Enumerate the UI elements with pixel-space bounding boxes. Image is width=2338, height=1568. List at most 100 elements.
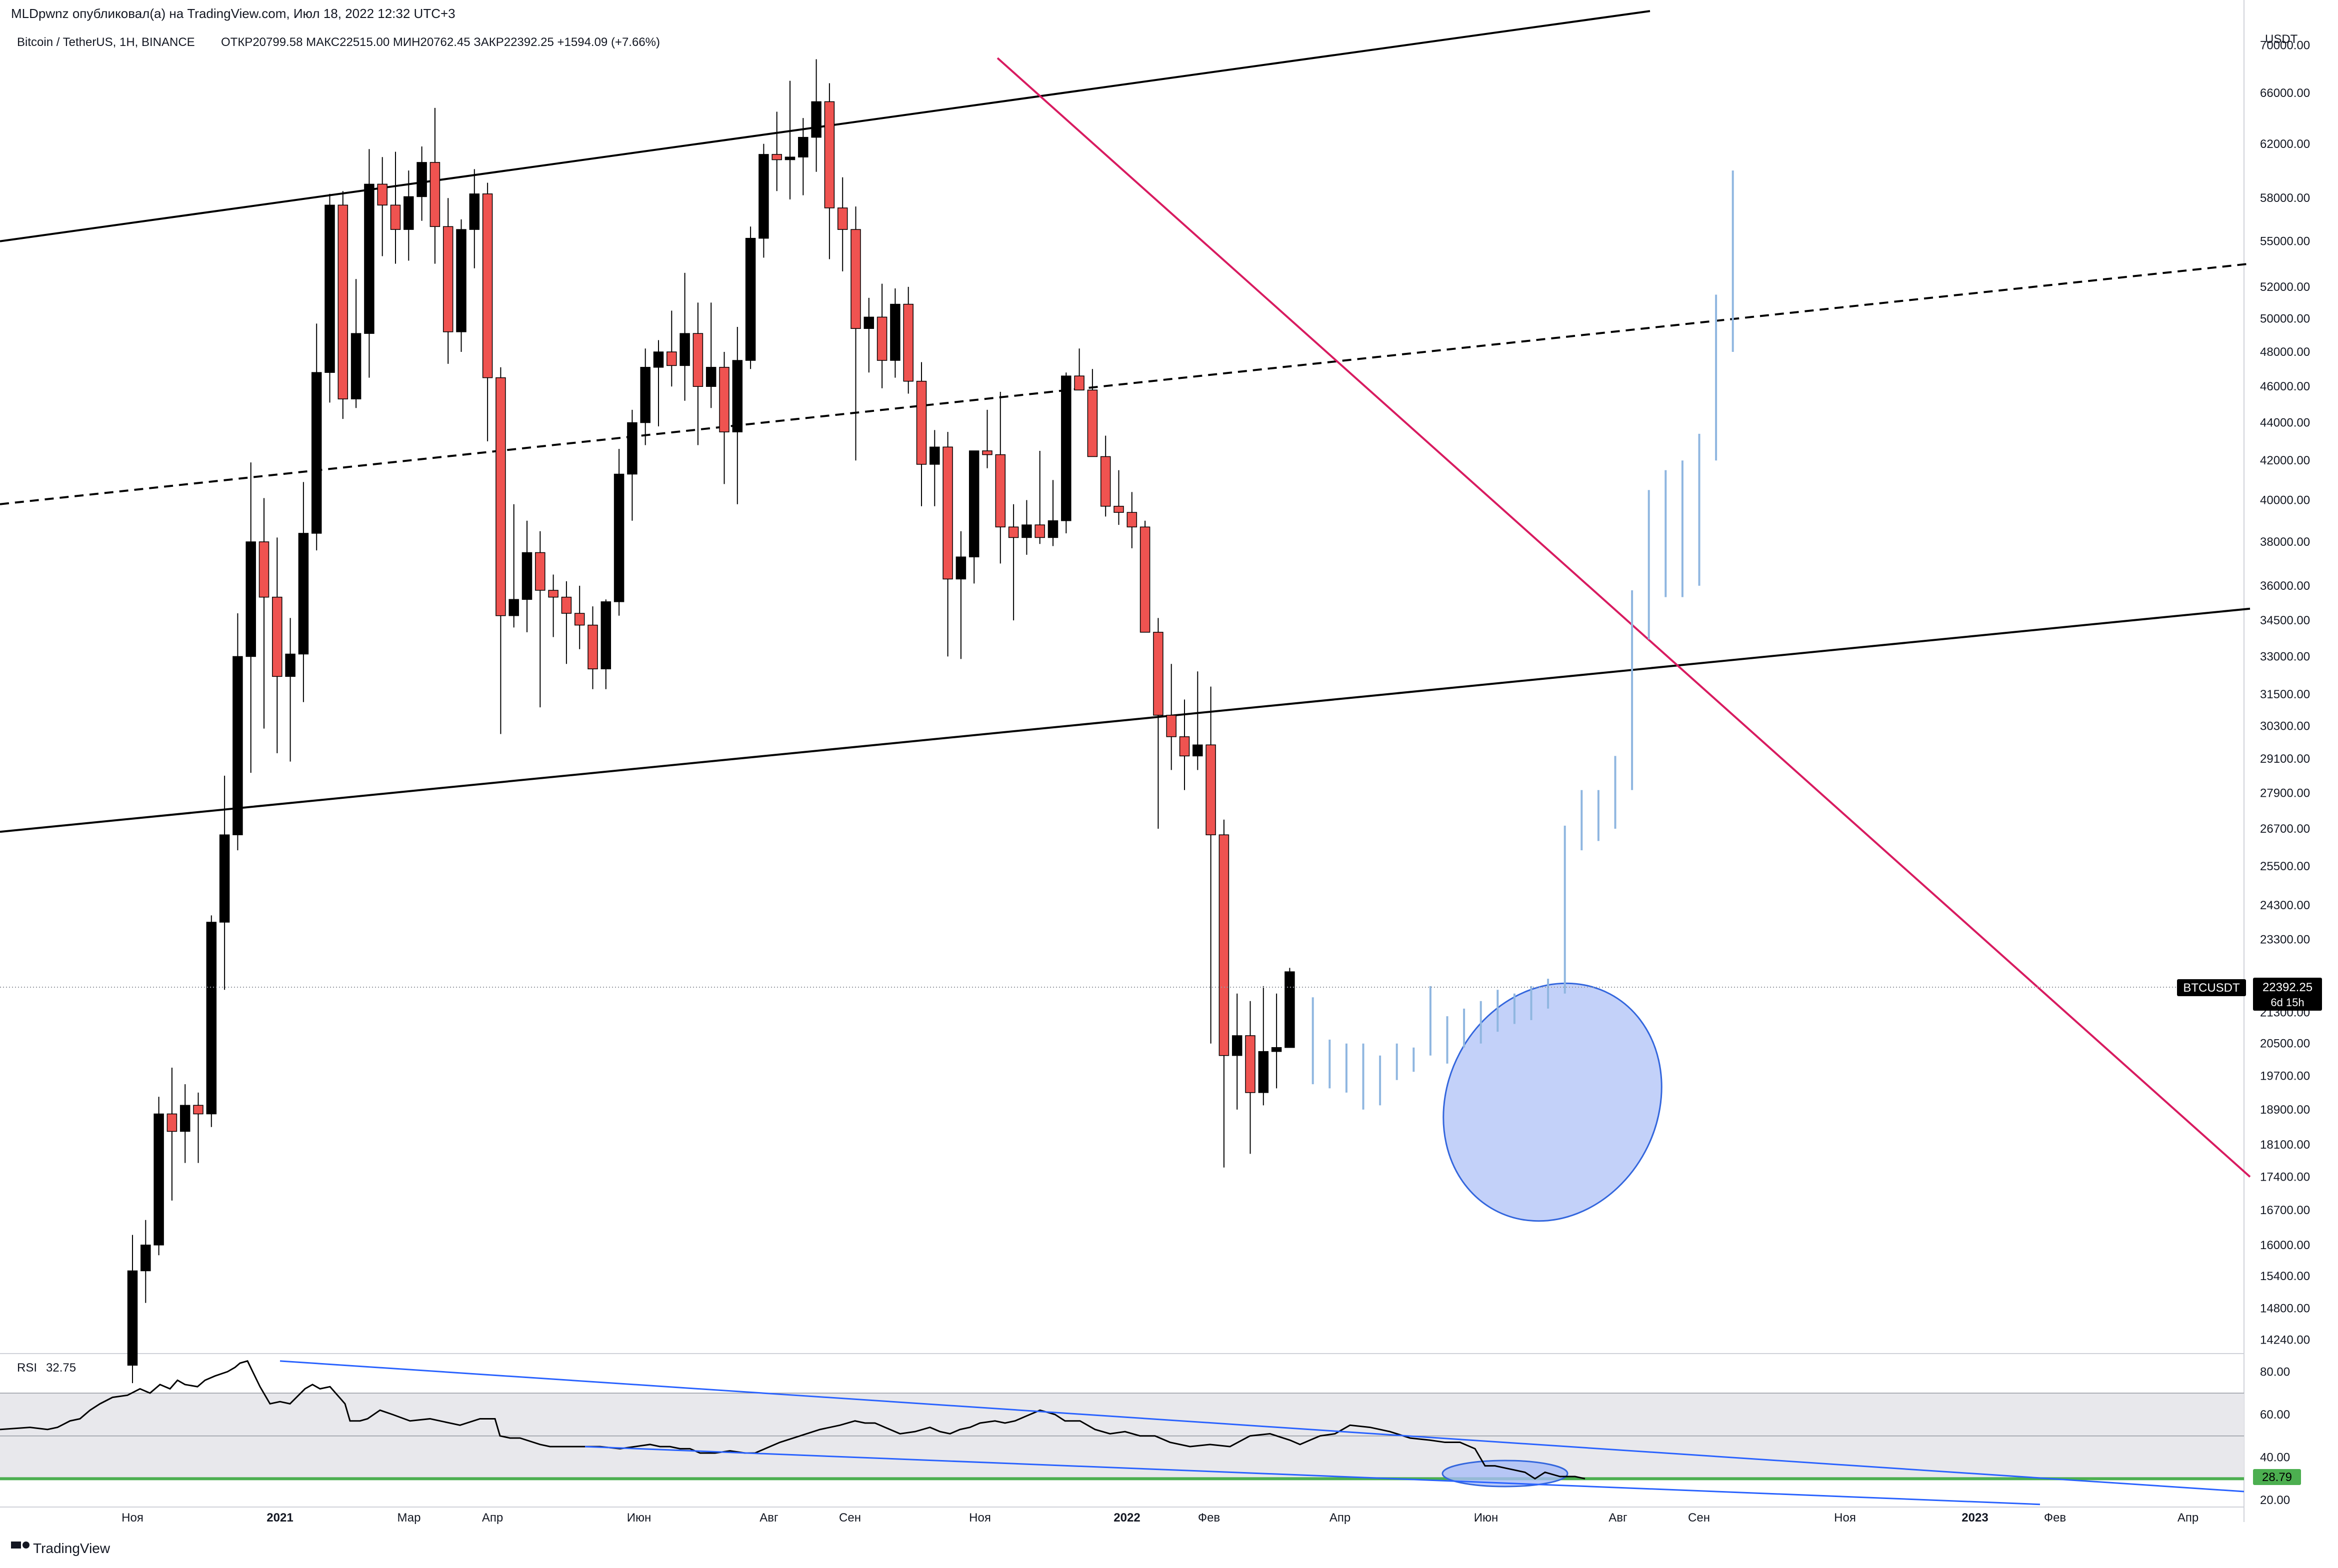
candle [232, 613, 243, 851]
candle [206, 915, 217, 1127]
candle-body [311, 372, 322, 534]
candle-body [522, 552, 532, 600]
candle-body [732, 360, 743, 432]
tradingview-logo-icon [11, 1542, 21, 1549]
candle-body [1114, 506, 1124, 513]
candle [719, 352, 730, 484]
candle-body [364, 183, 374, 334]
candle [824, 83, 835, 259]
candle [154, 1097, 164, 1256]
price-tick-label: 16700.00 [2260, 1204, 2310, 1217]
candle [1258, 986, 1269, 1106]
highlight-ellipse[interactable] [1402, 945, 1703, 1260]
candle [758, 143, 769, 258]
candle [1245, 1001, 1256, 1154]
candle [404, 170, 414, 261]
candle [903, 286, 914, 394]
symbol-line[interactable]: Bitcoin / TetherUS, 1H, BINANCE [17, 35, 195, 49]
trendline-resistance[interactable] [996, 57, 2251, 1178]
time-tick-label: Авг [1608, 1511, 1628, 1525]
candle [496, 367, 506, 734]
candle [140, 1220, 151, 1303]
price-tick-label: 46000.00 [2260, 380, 2310, 393]
candle-body [995, 454, 1006, 528]
time-tick-label: Сен [1688, 1511, 1710, 1525]
candle [837, 177, 848, 271]
price-tick-label: 55000.00 [2260, 235, 2310, 248]
candle [745, 226, 756, 369]
candle-body [561, 596, 572, 614]
candle-body [1153, 632, 1164, 716]
trendline-lower[interactable] [0, 607, 2250, 833]
candle-body [442, 226, 454, 332]
candle [942, 432, 953, 657]
price-tick-label: 70000.00 [2260, 38, 2310, 52]
highlight-ellipse-layer[interactable] [1402, 945, 1703, 1260]
price-tick-label: 15400.00 [2260, 1270, 2310, 1283]
candle [916, 362, 927, 506]
candle-body [1192, 744, 1203, 757]
candle-body [140, 1245, 151, 1272]
candle-body [614, 473, 624, 602]
rsi-band-layer [0, 1393, 2244, 1481]
rsi-trendline-lower[interactable] [584, 1446, 2040, 1506]
price-tick-label: 26700.00 [2260, 822, 2310, 836]
candle [377, 157, 388, 256]
candle [127, 1235, 138, 1384]
candle-body [666, 351, 677, 366]
candle [1008, 504, 1019, 621]
candle [772, 111, 782, 191]
candle [890, 288, 900, 378]
candle-body [219, 834, 230, 923]
price-tick-label: 58000.00 [2260, 191, 2310, 205]
price-tick-label: 23300.00 [2260, 933, 2310, 947]
time-tick-label: Июн [1474, 1511, 1498, 1525]
time-tick-label: Фев [2044, 1511, 2066, 1525]
time-tick-label: Июн [627, 1511, 652, 1525]
candle [930, 430, 940, 506]
tradingview-logo[interactable]: TradingView [11, 1541, 110, 1556]
candle-body [1087, 389, 1098, 457]
candle [864, 297, 874, 373]
candle [456, 219, 466, 352]
price-tick-label: 18900.00 [2260, 1103, 2310, 1117]
candle-body [1126, 512, 1138, 528]
last-price-value: 22392.25 [2262, 981, 2312, 994]
candles-layer [127, 59, 1295, 1384]
trendline-middle[interactable] [0, 262, 2250, 505]
candle-body [1284, 971, 1295, 1048]
candle [640, 348, 650, 445]
candle-body [390, 204, 401, 230]
candle-body [798, 136, 808, 157]
candle-body [627, 422, 638, 475]
candle-body [298, 533, 309, 655]
candle [876, 283, 888, 388]
candle [680, 272, 690, 401]
trendline-layer[interactable] [0, 10, 2251, 1178]
rsi-label[interactable]: RSI [17, 1361, 37, 1375]
candle-body [1271, 1047, 1282, 1052]
candle-body [338, 204, 348, 399]
candle [614, 449, 624, 616]
candle-body [508, 599, 519, 616]
time-tick-label: 2021 [266, 1511, 293, 1525]
time-tick-label: Ноя [1834, 1511, 1856, 1525]
rsi-trendline-upper[interactable] [280, 1360, 2244, 1493]
candle-body [166, 1113, 178, 1132]
candle [1126, 492, 1138, 548]
candle [1114, 470, 1124, 525]
candle-body [588, 624, 598, 670]
time-tick-label: 2022 [1114, 1511, 1140, 1525]
time-tick-label: Сен [839, 1511, 861, 1525]
time-tick-label: Апр [482, 1511, 503, 1525]
candle-body [246, 541, 256, 657]
candle-body [1061, 375, 1072, 521]
rsi-highlight-ellipse[interactable] [1442, 1460, 1568, 1488]
price-tick-label: 20500.00 [2260, 1037, 2310, 1051]
candle-body [982, 450, 992, 455]
candle-body [404, 196, 414, 230]
price-tick-label: 36000.00 [2260, 579, 2310, 593]
price-tick-label: 42000.00 [2260, 454, 2310, 467]
